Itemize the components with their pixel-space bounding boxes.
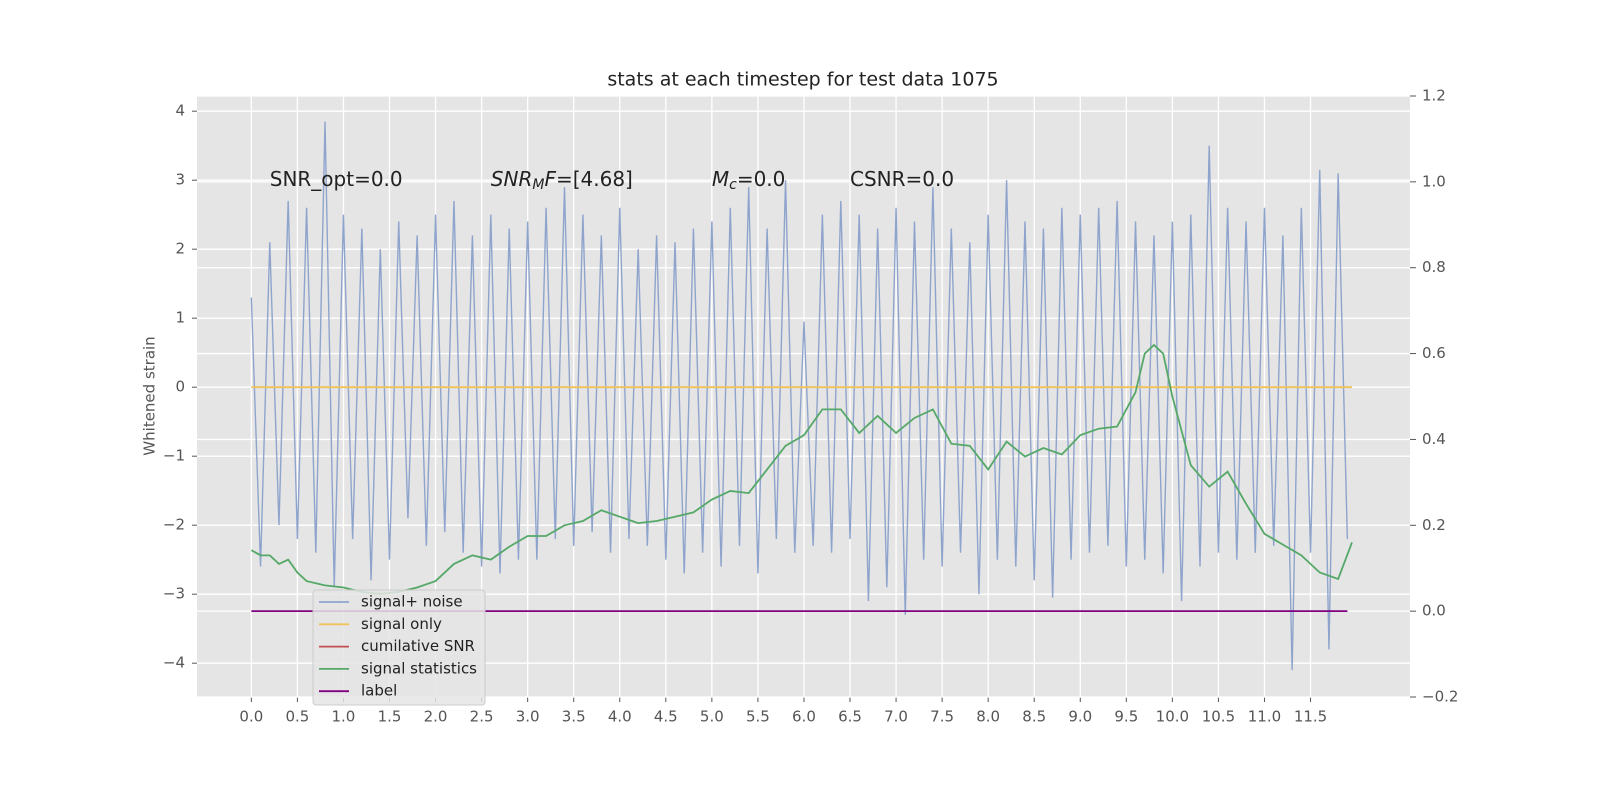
y-tick-label: 2: [175, 240, 185, 258]
y2-tick-label: −0.2: [1422, 688, 1458, 706]
x-tick-label: 2.0: [424, 708, 448, 726]
x-tick-label: 11.5: [1294, 708, 1327, 726]
annotation: Mc=0.0: [712, 167, 786, 194]
x-tick-label: 5.5: [746, 708, 770, 726]
x-tick-label: 8.0: [976, 708, 1000, 726]
annotation: CSNR=0.0: [850, 167, 954, 191]
x-tick-label: 9.5: [1114, 708, 1138, 726]
annotation-part: SNR: [491, 167, 533, 191]
x-tick-label: 4.5: [654, 708, 678, 726]
annotation: SNRMF=[4.68]: [491, 167, 633, 194]
x-tick-label: 3.0: [516, 708, 540, 726]
y-axis-label: Whitened strain: [141, 336, 159, 455]
y2-tick-label: 0.2: [1422, 516, 1446, 534]
legend-label: label: [361, 682, 397, 700]
legend-label: signal+ noise: [361, 593, 463, 611]
y-tick-label: −3: [163, 585, 185, 603]
y2-tick-label: 0.6: [1422, 344, 1446, 362]
annotation-part: SNR_opt=0.0: [270, 167, 403, 191]
y2-tick-label: 0.4: [1422, 430, 1446, 448]
x-tick-label: 0.5: [285, 708, 309, 726]
x-tick-label: 7.5: [930, 708, 954, 726]
x-tick-label: 2.5: [470, 708, 494, 726]
annotation-part: =[4.68]: [556, 167, 633, 191]
x-tick-label: 6.5: [838, 708, 862, 726]
x-tick-label: 1.0: [332, 708, 356, 726]
x-tick-label: 8.5: [1022, 708, 1046, 726]
x-tick-label: 10.5: [1202, 708, 1235, 726]
legend-label: signal only: [361, 615, 442, 633]
annotation-part: F: [544, 167, 556, 191]
annotation-part: CSNR=0.0: [850, 167, 954, 191]
y-tick-label: 1: [175, 309, 185, 327]
y-tick-label: 0: [175, 378, 185, 396]
y-tick-label: −2: [163, 516, 185, 534]
x-tick-label: 10.0: [1156, 708, 1189, 726]
y2-tick-label: 0.8: [1422, 258, 1446, 276]
annotation-part: M: [712, 167, 729, 191]
y2-tick-label: 1.0: [1422, 172, 1446, 190]
x-tick-label: 3.5: [562, 708, 586, 726]
legend-box: [312, 589, 486, 706]
x-tick-label: 5.0: [700, 708, 724, 726]
legend-label: signal statistics: [361, 659, 477, 677]
annotation-part: c: [729, 177, 737, 193]
x-tick-label: 0.0: [239, 708, 263, 726]
y-tick-label: −1: [163, 447, 185, 465]
annotation: SNR_opt=0.0: [270, 167, 403, 191]
x-tick-label: 4.0: [608, 708, 632, 726]
legend-label: cumilative SNR: [361, 637, 475, 655]
x-tick-label: 9.0: [1068, 708, 1092, 726]
x-tick-label: 1.5: [378, 708, 402, 726]
x-tick-label: 7.0: [884, 708, 908, 726]
y-tick-label: 3: [175, 171, 185, 189]
chart-title: stats at each timestep for test data 107…: [607, 69, 998, 91]
y-tick-label: 4: [175, 102, 185, 120]
annotation-part: =0.0: [737, 167, 786, 191]
y2-tick-label: 1.2: [1422, 87, 1446, 105]
x-tick-label: 11.0: [1248, 708, 1281, 726]
y2-tick-label: 0.0: [1422, 602, 1446, 620]
annotation-part: M: [532, 177, 544, 193]
x-tick-label: 6.0: [792, 708, 816, 726]
y-tick-label: −4: [163, 654, 185, 672]
